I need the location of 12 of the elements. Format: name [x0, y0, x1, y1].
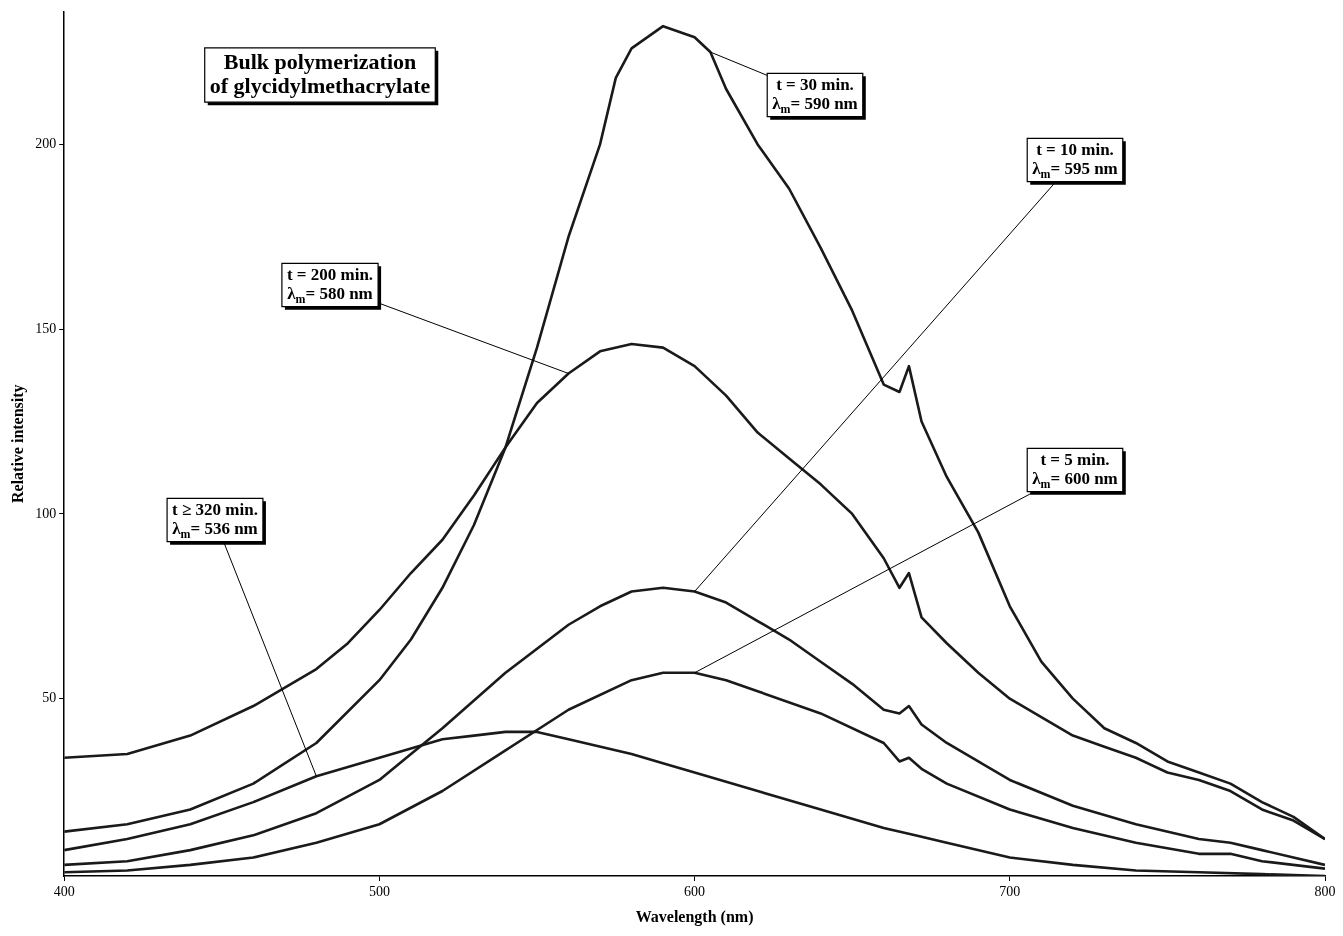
x-tick-label: 500 [368, 884, 390, 900]
text: Bulk polymerization of glycidylmethacrylate [209, 48, 431, 98]
y-tick-label: 150 [35, 320, 57, 336]
y-tick-label: 100 [35, 505, 57, 521]
x-tick-label: 800 [1314, 884, 1336, 900]
x-tick-label: 600 [684, 884, 706, 900]
x-axis-title: Wavelength (nm) [635, 907, 754, 926]
x-tick-label: 400 [53, 884, 75, 900]
x-tick-label: 700 [999, 884, 1021, 900]
y-axis-title: Relative intensity [8, 384, 27, 504]
y-tick-label: 50 [42, 690, 57, 706]
y-tick-label: 200 [35, 136, 57, 152]
